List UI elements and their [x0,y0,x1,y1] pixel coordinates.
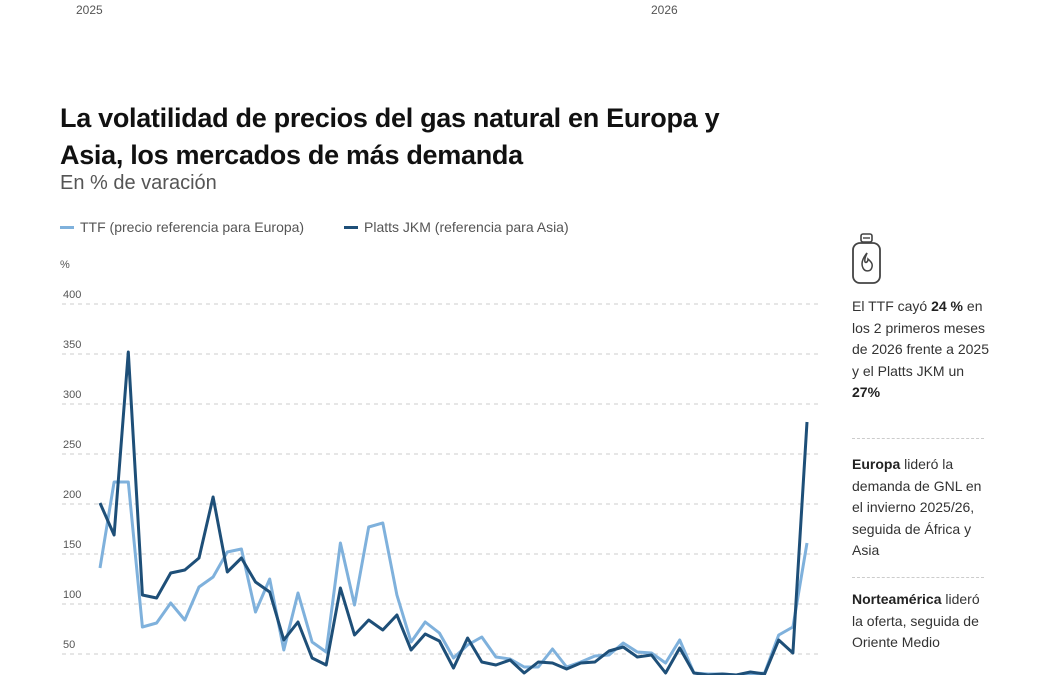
y-tick-label: 50 [63,639,75,651]
year-label-2026: 2026 [651,3,678,17]
note-europe-demand: Europa lideró la demanda de GNL en el in… [852,454,992,562]
note-ttf-jkm-decline: El TTF cayó 24 % en los 2 primeros meses… [852,296,992,404]
chart-subtitle: En % de varación [60,172,217,194]
gas-cylinder-flame-icon [852,233,881,284]
y-tick-label: 250 [63,439,81,451]
legend-item-jkm: Platts JKM (referencia para Asia) [344,219,569,235]
legend-label-jkm: Platts JKM (referencia para Asia) [364,219,569,235]
legend-swatch-jkm [344,225,358,229]
y-tick-label: 200 [63,489,81,501]
legend-item-ttf: TTF (precio referencia para Europa) [60,219,304,235]
note-north-america-supply: Norteamérica lideró la oferta, seguida d… [852,589,992,654]
y-tick-label: 350 [63,339,81,351]
series-line-ttf [98,480,809,675]
divider [852,438,984,439]
note3-bold: Norteamérica [852,591,942,607]
note1-text: El TTF cayó [852,298,932,314]
note2-text: lideró la demanda de GNL en el invierno … [852,456,982,558]
legend-label-ttf: TTF (precio referencia para Europa) [80,219,305,235]
note1-ttf-value: 24 % [931,298,964,314]
note1-text-mid: en los 2 primeros meses de 2026 frente a… [852,298,990,379]
y-tick-label: 150 [63,539,81,551]
chart-title: La volatilidad de precios del gas natura… [60,103,720,170]
y-tick-label: 100 [63,589,81,601]
series-line-jkm [98,350,809,675]
y-tick-label: 400 [63,289,81,301]
legend-swatch-ttf [60,225,74,229]
note3-text: lideró la oferta, seguida de Oriente Med… [852,591,980,650]
divider [852,577,984,578]
note2-bold: Europa [852,456,901,472]
note1-jkm-value: 27% [852,384,881,400]
y-axis-unit: % [60,259,70,271]
y-tick-label: 300 [63,389,81,401]
year-label-2025: 2025 [76,3,103,17]
